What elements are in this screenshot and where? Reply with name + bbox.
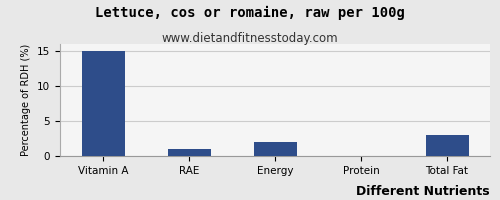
Y-axis label: Percentage of RDH (%): Percentage of RDH (%): [22, 44, 32, 156]
Text: Different Nutrients: Different Nutrients: [356, 185, 490, 198]
Bar: [254, 142, 296, 156]
Bar: [82, 51, 124, 156]
Text: Lettuce, cos or romaine, raw per 100g: Lettuce, cos or romaine, raw per 100g: [95, 6, 405, 20]
Text: www.dietandfitnesstoday.com: www.dietandfitnesstoday.com: [162, 32, 338, 45]
Bar: [168, 149, 210, 156]
Bar: [426, 135, 469, 156]
